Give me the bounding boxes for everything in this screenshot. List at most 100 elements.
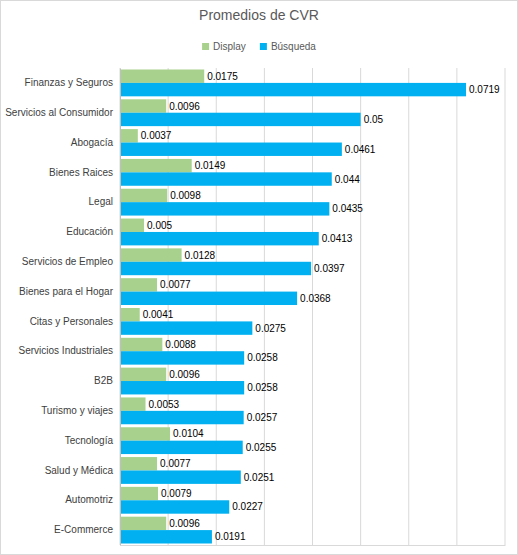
data-label: 0.0104 [173, 428, 204, 439]
bar [120, 99, 166, 112]
chart: Promedios de CVR Display Búsqueda 0.0175 0.0… [0, 0, 518, 555]
data-label: 0.0128 [185, 250, 216, 261]
title: Promedios de CVR [199, 7, 319, 23]
data-label: 0.0079 [161, 488, 192, 499]
y-tick-label: Turismo y viajes [41, 405, 113, 416]
data-label: 0.0088 [165, 339, 196, 350]
bar [120, 189, 167, 202]
grid-line [120, 68, 121, 545]
y-tick: Legal [89, 196, 120, 207]
data-labels: 0.01750.00960.00370.01490.00980.0050.012… [141, 71, 500, 543]
legend: Display Búsqueda [202, 41, 316, 52]
y-tick-label: E-Commerce [54, 524, 113, 535]
data-label: 0.0258 [247, 382, 278, 393]
legend-swatch [202, 43, 209, 50]
data-label: 0.0435 [332, 203, 363, 214]
y-axis: Finanzas y Seguros Servicios al Consumido… [5, 69, 120, 546]
bar [120, 308, 140, 321]
bar [120, 411, 244, 424]
y-tick: Finanzas y Seguros [25, 77, 120, 88]
data-label: 0.0096 [169, 518, 200, 529]
data-label: 0.0077 [160, 279, 191, 290]
bar [120, 530, 212, 543]
bar [120, 338, 162, 351]
grid [120, 68, 505, 545]
y-tick-label: Abogacía [71, 137, 114, 148]
bar [120, 278, 157, 291]
bar [120, 381, 244, 394]
data-label: 0.0461 [345, 144, 376, 155]
plot-area: 0.01750.00960.00370.01490.00980.0050.012… [5, 68, 505, 546]
y-tick-label: Servicios Industriales [19, 345, 113, 356]
y-tick: Salud y Médica [45, 465, 120, 476]
bar [120, 143, 342, 156]
y-tick-label: Finanzas y Seguros [25, 77, 113, 88]
bar [120, 159, 192, 172]
y-tick: Citas y Personales [30, 316, 120, 327]
data-label: 0.0368 [300, 293, 331, 304]
legend-item: Búsqueda [260, 41, 316, 52]
data-label: 0.0077 [160, 458, 191, 469]
bar [120, 457, 157, 470]
bar [120, 262, 311, 275]
data-label: 0.0191 [215, 531, 246, 542]
bar [120, 202, 329, 215]
bar [120, 427, 170, 440]
y-tick: B2B [94, 375, 120, 386]
y-tick-label: Servicios al Consumidor [5, 107, 113, 118]
y-tick: Tecnología [65, 435, 120, 446]
legend-label: Display [213, 41, 246, 52]
bar [120, 321, 252, 334]
data-label: 0.0275 [255, 323, 286, 334]
data-label: 0.044 [335, 174, 360, 185]
bar [120, 69, 204, 82]
grid-line [312, 68, 313, 545]
legend-item: Display [202, 41, 246, 52]
data-label: 0.0175 [207, 71, 238, 82]
data-label: 0.0413 [322, 233, 353, 244]
bar [120, 500, 229, 513]
bar [120, 368, 166, 381]
data-label: 0.0258 [247, 352, 278, 363]
bar [120, 470, 241, 483]
y-tick-label: Bienes Raices [49, 167, 113, 178]
bar [120, 441, 243, 454]
grid-line [456, 68, 457, 545]
x-axis-line [121, 545, 506, 546]
y-tick: Servicios de Empleo [22, 256, 120, 267]
data-label: 0.0041 [143, 309, 174, 320]
data-label: 0.0255 [246, 442, 277, 453]
data-label: 0.0257 [247, 412, 278, 423]
bar [120, 351, 244, 364]
y-tick-label: Salud y Médica [45, 465, 114, 476]
bar [120, 487, 158, 500]
data-label: 0.0096 [169, 369, 200, 380]
y-tick: Abogacía [71, 137, 120, 148]
grid-line [505, 68, 506, 545]
data-label: 0.0251 [244, 472, 275, 483]
y-tick: Bienes para el Hogar [19, 286, 120, 297]
bar [120, 219, 144, 232]
data-label: 0.0096 [169, 101, 200, 112]
y-tick: Servicios Industriales [19, 345, 120, 356]
bar [120, 517, 166, 530]
bar [120, 248, 182, 261]
data-label: 0.005 [147, 220, 172, 231]
y-tick-label: Legal [89, 196, 113, 207]
data-label: 0.0719 [469, 84, 500, 95]
y-tick: Turismo y viajes [41, 405, 120, 416]
y-tick: Automotriz [65, 494, 120, 505]
y-tick: Educación [66, 226, 120, 237]
data-label: 0.0397 [314, 263, 345, 274]
y-tick-label: Educación [66, 226, 113, 237]
chart-border [1, 1, 518, 555]
data-label: 0.0149 [195, 160, 226, 171]
grid-line [360, 68, 361, 545]
bar [120, 113, 361, 126]
bar [120, 129, 138, 142]
y-tick-label: Bienes para el Hogar [19, 286, 114, 297]
y-tick-label: Servicios de Empleo [22, 256, 114, 267]
y-tick: Bienes Raices [49, 167, 120, 178]
data-label: 0.0053 [149, 399, 180, 410]
y-tick: E-Commerce [54, 524, 120, 535]
